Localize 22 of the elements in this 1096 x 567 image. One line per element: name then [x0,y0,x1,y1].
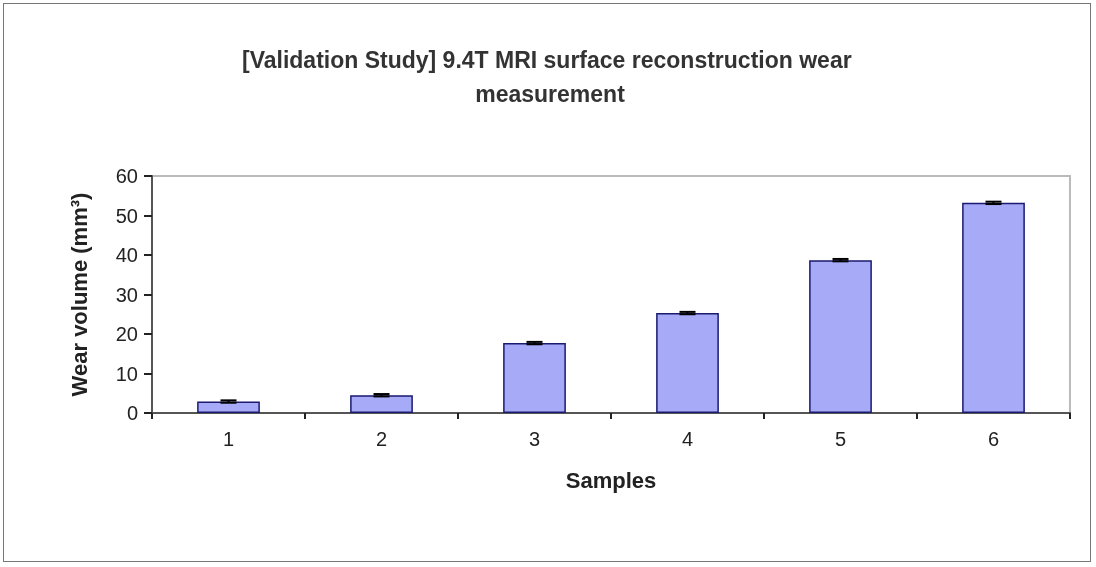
bar [656,313,719,413]
y-tick-label: 0 [126,402,138,424]
bar [809,260,872,413]
x-tick-label: 3 [528,428,541,450]
x-axis-title: Samples [565,467,657,493]
x-tick-label: 6 [987,428,1000,450]
y-axis-title: Wear volume (mm³) [66,192,92,397]
x-tick-label: 5 [834,428,847,450]
bar [503,343,566,413]
y-tick-label: 10 [115,362,138,385]
bar [350,395,413,413]
bar [962,202,1025,413]
x-tick-label: 4 [681,428,694,450]
y-tick-label: 20 [115,323,138,345]
y-tick-label: 30 [115,283,138,306]
y-tick-label: 50 [115,204,138,227]
y-tick-label: 40 [115,244,138,266]
x-tick-label: 1 [222,428,235,450]
x-tick-label: 2 [375,428,388,450]
chart-title: [Validation Study] 9.4T MRI surface reconstruction wear measurement [241,47,859,107]
bar [197,401,260,413]
y-tick-label: 60 [115,165,138,187]
